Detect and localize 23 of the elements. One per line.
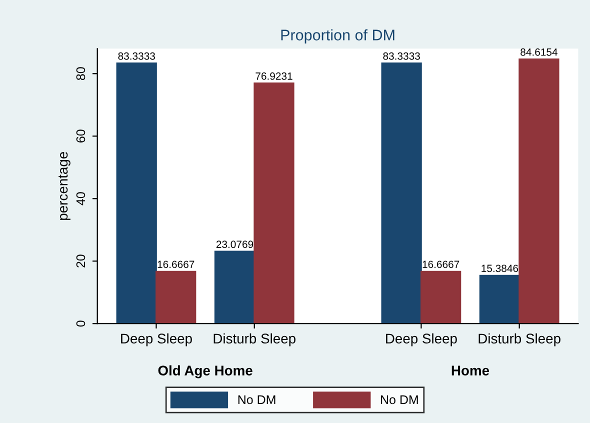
text: Home [452, 366, 490, 376]
y-tick-label: 80 [76, 67, 86, 80]
legend-label: No DM [381, 395, 418, 404]
legend-label: No DM [238, 395, 276, 404]
y-tick-label: 0 [76, 320, 86, 327]
data-label: 23.0769 [216, 240, 254, 248]
data-label: 15.3846 [482, 264, 518, 272]
x-tick-label: Deep Sleep [386, 333, 457, 346]
y-tick-label: 60 [76, 130, 86, 142]
data-label: 84.6154 [520, 48, 558, 56]
text: Old Age Home [158, 365, 252, 378]
chart-title: Proportion of DM [281, 29, 394, 44]
data-label: 16.6667 [422, 260, 460, 268]
y-tick-label: 20 [76, 254, 86, 268]
x-tick-label: Deep Sleep [121, 333, 192, 346]
x-tick-label: Disturb Sleep [214, 333, 296, 346]
y-tick-label: 40 [76, 192, 86, 206]
data-label: 76.9231 [256, 72, 292, 80]
data-label: 83.3333 [383, 52, 420, 60]
data-label: 83.3333 [118, 52, 155, 60]
x-tick-label: Disturb Sleep [478, 333, 560, 346]
data-label: 16.6667 [158, 260, 194, 268]
y-axis-title: percentage [58, 152, 70, 220]
